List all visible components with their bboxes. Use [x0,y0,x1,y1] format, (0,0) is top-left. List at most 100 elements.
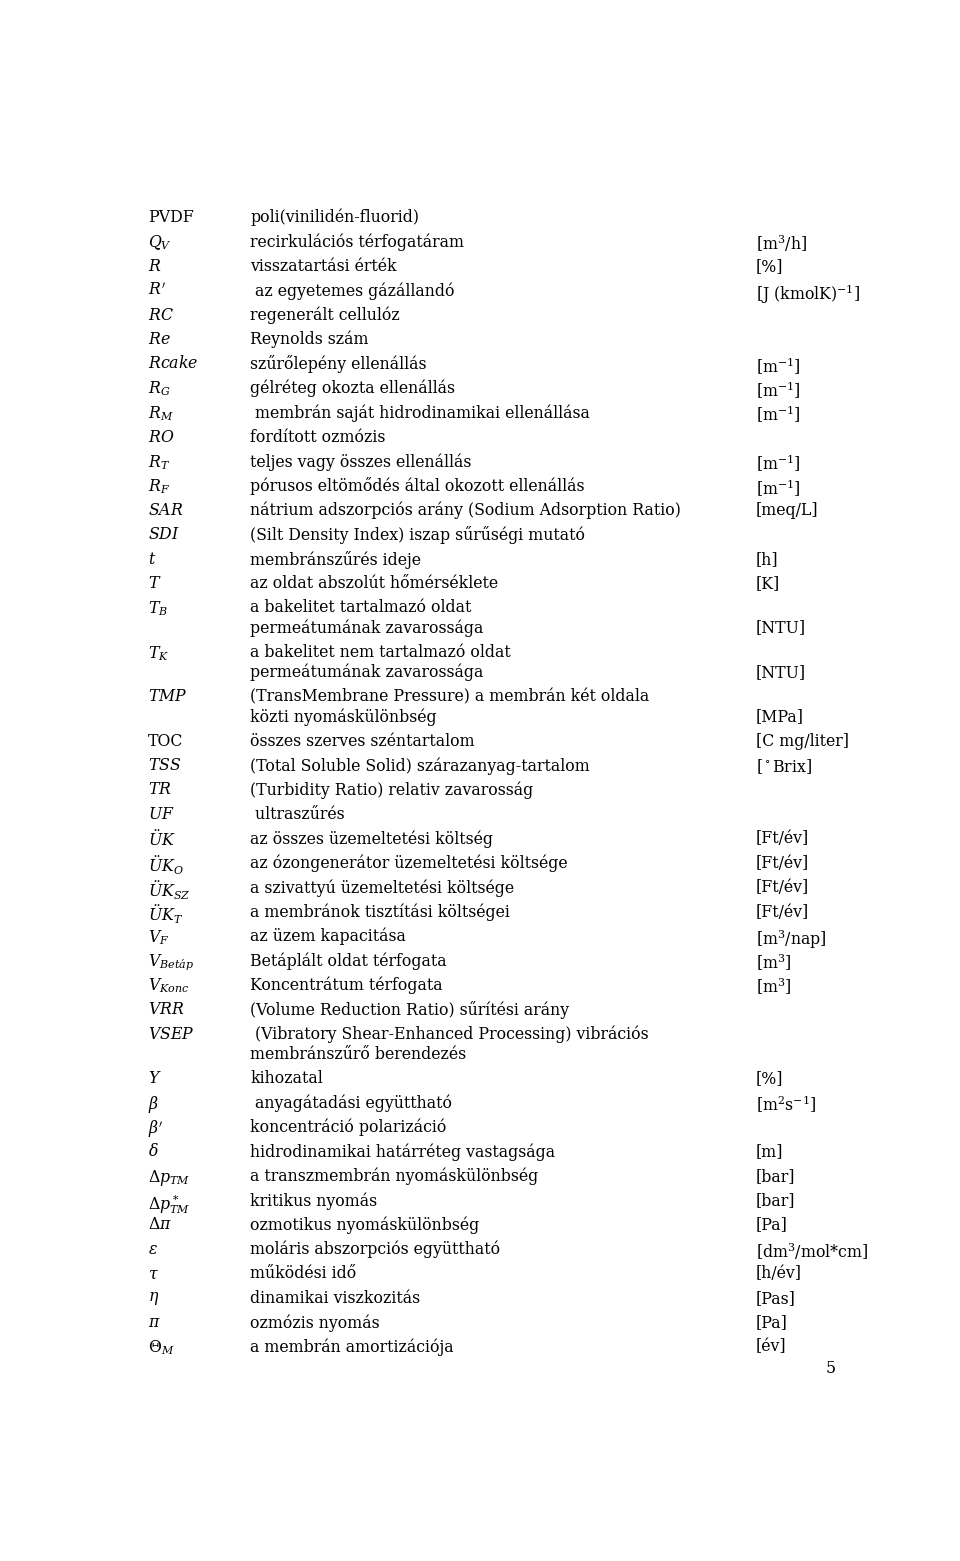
Text: [m]: [m] [756,1143,783,1160]
Text: [m$^{-1}$]: [m$^{-1}$] [756,478,801,498]
Text: [Ft/év]: [Ft/év] [756,830,809,848]
Text: $\tau$: $\tau$ [148,1266,159,1282]
Text: [meq/L]: [meq/L] [756,501,819,518]
Text: membránszűrés ideje: membránszűrés ideje [251,551,421,568]
Text: (Turbidity Ratio) relativ zavarosság: (Turbidity Ratio) relativ zavarosság [251,782,534,799]
Text: dinamikai viszkozitás: dinamikai viszkozitás [251,1289,420,1307]
Text: $Y$: $Y$ [148,1069,162,1086]
Text: ozmózis nyomás: ozmózis nyomás [251,1314,380,1332]
Text: [m$^3$]: [m$^3$] [756,952,792,973]
Text: közti nyomáskülönbség: közti nyomáskülönbség [251,709,437,726]
Text: [m$^3$/h]: [m$^3$/h] [756,233,807,254]
Text: [Pa]: [Pa] [756,1314,788,1332]
Text: [m$^{-1}$]: [m$^{-1}$] [756,379,801,401]
Text: $T$: $T$ [148,574,161,592]
Text: [C mg/liter]: [C mg/liter] [756,732,849,749]
Text: nátrium adszorpciós arány (Sodium Adsorption Ratio): nátrium adszorpciós arány (Sodium Adsorp… [251,501,681,520]
Text: [Ft/év]: [Ft/év] [756,855,809,871]
Text: $R_F$: $R_F$ [148,478,170,496]
Text: az összes üzemeltetési költség: az összes üzemeltetési költség [251,830,493,848]
Text: poli(vinilidén-fluorid): poli(vinilidén-fluorid) [251,209,420,226]
Text: [Ft/év]: [Ft/év] [756,904,809,921]
Text: anyagátadási együttható: anyagátadási együttható [251,1094,452,1111]
Text: $Re$: $Re$ [148,331,171,348]
Text: $R$: $R$ [148,258,162,275]
Text: [Pas]: [Pas] [756,1289,796,1307]
Text: [m$^{-1}$]: [m$^{-1}$] [756,453,801,475]
Text: [m$^2$s$^{-1}$]: [m$^2$s$^{-1}$] [756,1094,817,1116]
Text: $\Theta_M$: $\Theta_M$ [148,1338,175,1357]
Text: $\pi$: $\pi$ [148,1314,161,1332]
Text: membrán saját hidrodinamikai ellenállása: membrán saját hidrodinamikai ellenállása [251,404,590,421]
Text: $\ddot{U}K_O$: $\ddot{U}K_O$ [148,855,184,877]
Text: $t$: $t$ [148,551,156,568]
Text: PVDF: PVDF [148,209,194,226]
Text: a szivattyú üzemeltetési költsége: a szivattyú üzemeltetési költsége [251,879,515,896]
Text: $SAR$: $SAR$ [148,501,183,518]
Text: $\ddot{U}K_{SZ}$: $\ddot{U}K_{SZ}$ [148,879,191,902]
Text: visszatartási érték: visszatartási érték [251,258,396,275]
Text: [K]: [K] [756,574,780,592]
Text: $TR$: $TR$ [148,782,172,799]
Text: $\ddot{U}K$: $\ddot{U}K$ [148,830,176,851]
Text: gélréteg okozta ellenállás: gélréteg okozta ellenállás [251,379,455,398]
Text: $T_K$: $T_K$ [148,643,170,662]
Text: működési idő: működési idő [251,1266,356,1282]
Text: $TSS$: $TSS$ [148,757,181,774]
Text: $VRR$: $VRR$ [148,1001,184,1018]
Text: [Pa]: [Pa] [756,1216,788,1233]
Text: [m$^3$]: [m$^3$] [756,977,792,997]
Text: TOC: TOC [148,732,183,749]
Text: recirkulációs térfogatáram: recirkulációs térfogatáram [251,233,465,251]
Text: az ózongenerátor üzemeltetési költsége: az ózongenerátor üzemeltetési költsége [251,855,567,873]
Text: kihozatal: kihozatal [251,1069,323,1086]
Text: [NTU]: [NTU] [756,663,806,681]
Text: az üzem kapacitása: az üzem kapacitása [251,927,406,946]
Text: $RO$: $RO$ [148,429,175,445]
Text: $UF$: $UF$ [148,805,175,823]
Text: szűrőlepény ellenállás: szűrőlepény ellenállás [251,356,426,373]
Text: (Vibratory Shear-Enhanced Processing) vibrációs: (Vibratory Shear-Enhanced Processing) vi… [251,1026,649,1043]
Text: $\ddot{U}K_T$: $\ddot{U}K_T$ [148,904,183,926]
Text: $\beta$: $\beta$ [148,1094,159,1116]
Text: (Silt Density Index) iszap sűrűségi mutató: (Silt Density Index) iszap sűrűségi muta… [251,526,586,545]
Text: az egyetemes gázállandó: az egyetemes gázállandó [251,283,455,300]
Text: membránszűrő berendezés: membránszűrő berendezés [251,1046,467,1063]
Text: $R_G$: $R_G$ [148,379,171,398]
Text: összes szerves széntartalom: összes szerves széntartalom [251,732,475,749]
Text: Reynolds szám: Reynolds szám [251,331,369,348]
Text: $Rcake$: $Rcake$ [148,356,199,373]
Text: koncentráció polarizáció: koncentráció polarizáció [251,1119,446,1136]
Text: [%]: [%] [756,258,783,275]
Text: $R_M$: $R_M$ [148,404,174,423]
Text: (TransMembrane Pressure) a membrán két oldala: (TransMembrane Pressure) a membrán két o… [251,688,650,706]
Text: permeátumának zavarossága: permeátumának zavarossága [251,663,484,681]
Text: $\varepsilon$: $\varepsilon$ [148,1241,158,1258]
Text: [Ft/év]: [Ft/év] [756,879,809,896]
Text: $SDI$: $SDI$ [148,526,180,543]
Text: [bar]: [bar] [756,1168,796,1185]
Text: [dm$^3$/mol*cm]: [dm$^3$/mol*cm] [756,1241,868,1261]
Text: ultraszűrés: ultraszűrés [251,805,345,823]
Text: a membrán amortizációja: a membrán amortizációja [251,1338,454,1357]
Text: $VSEP$: $VSEP$ [148,1026,195,1043]
Text: a bakelitet tartalmazó oldat: a bakelitet tartalmazó oldat [251,599,471,617]
Text: hidrodinamikai határréteg vastagsága: hidrodinamikai határréteg vastagsága [251,1143,555,1161]
Text: $TMP$: $TMP$ [148,688,188,706]
Text: $V_{Bet\acute{a}p}$: $V_{Bet\acute{a}p}$ [148,952,194,973]
Text: $T_B$: $T_B$ [148,599,168,618]
Text: $V_F$: $V_F$ [148,927,170,946]
Text: fordított ozmózis: fordított ozmózis [251,429,386,445]
Text: teljes vagy összes ellenállás: teljes vagy összes ellenállás [251,453,471,470]
Text: ozmotikus nyomáskülönbség: ozmotikus nyomáskülönbség [251,1216,479,1233]
Text: permeátumának zavarossága: permeátumának zavarossága [251,620,484,637]
Text: Betáplált oldat térfogata: Betáplált oldat térfogata [251,952,446,969]
Text: [m$^{-1}$]: [m$^{-1}$] [756,356,801,376]
Text: $V_{Konc}$: $V_{Konc}$ [148,977,189,996]
Text: (Volume Reduction Ratio) sűrítési arány: (Volume Reduction Ratio) sűrítési arány [251,1001,569,1019]
Text: $\beta '$: $\beta '$ [148,1119,164,1140]
Text: a membránok tisztítási költségei: a membránok tisztítási költségei [251,904,510,921]
Text: $R_T$: $R_T$ [148,453,170,471]
Text: $\Delta \pi$: $\Delta \pi$ [148,1216,172,1233]
Text: Koncentrátum térfogata: Koncentrátum térfogata [251,977,443,994]
